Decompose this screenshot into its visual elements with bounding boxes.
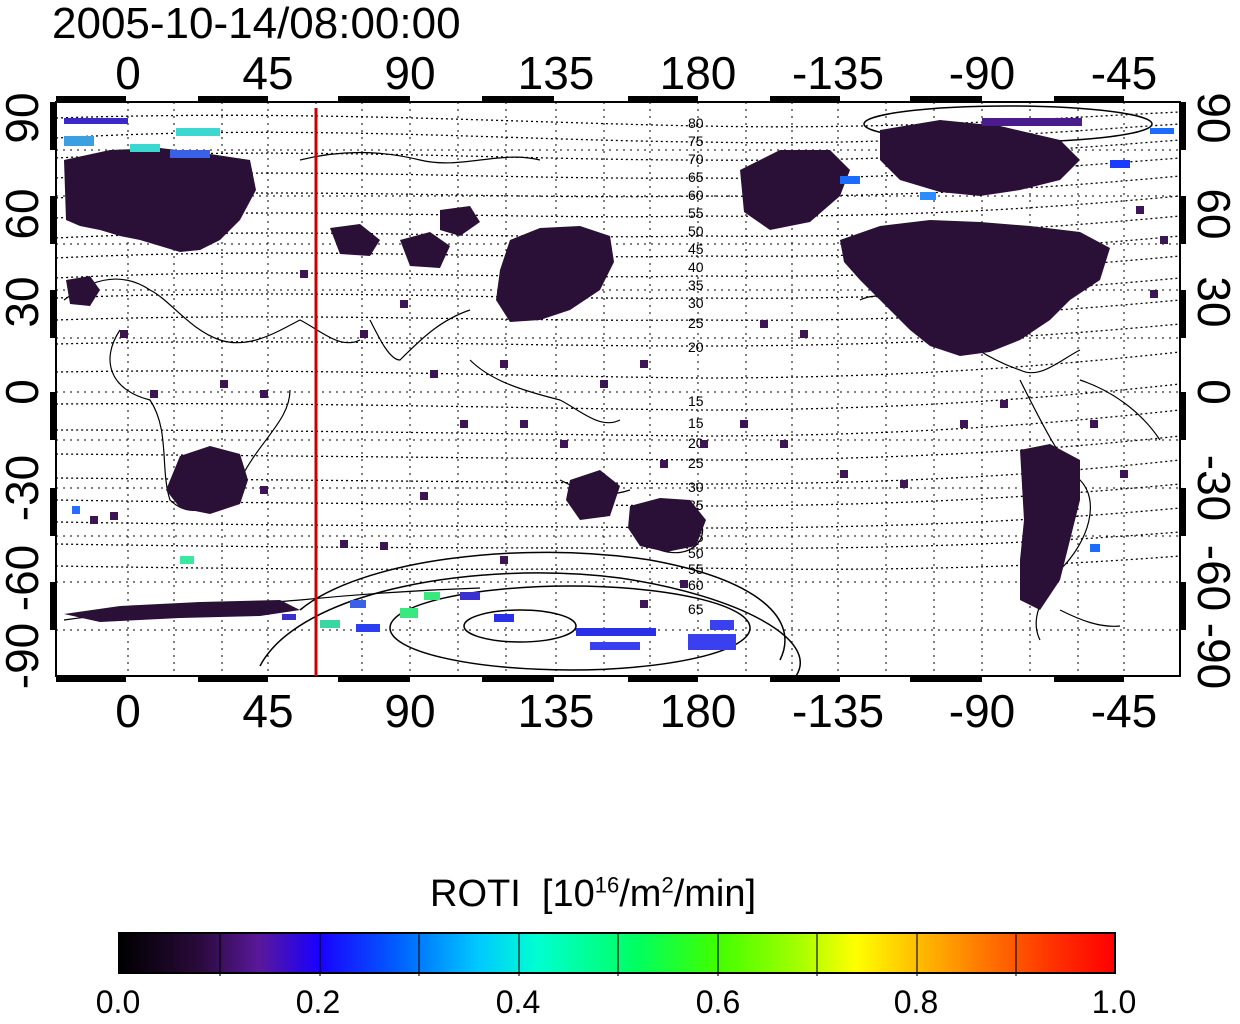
- contour-label: 25: [688, 315, 704, 331]
- bottom-lon-tick: 0: [115, 685, 141, 737]
- contour-label: 80: [688, 115, 704, 131]
- contour-label: 75: [688, 133, 704, 149]
- colorbar-tick: [1015, 934, 1017, 976]
- colorbar-units-mid: /m: [619, 873, 662, 915]
- bottom-lon-tick: 135: [517, 685, 595, 737]
- top-lon-tick: -135: [791, 47, 885, 99]
- contour-label: 55: [688, 561, 704, 577]
- top-lon-tick: 90: [384, 47, 436, 99]
- bottom-lon-tick: 90: [384, 685, 436, 737]
- roti-scattered-cells: [90, 206, 1168, 608]
- contour-label: 60: [688, 577, 704, 593]
- colorbar-tick: [319, 934, 321, 976]
- contour-label: 35: [688, 277, 704, 293]
- colorbar-tick: [418, 934, 420, 976]
- bottom-lon-tick: -135: [791, 685, 885, 737]
- contour-label: 65: [688, 601, 704, 617]
- contour-label: 15: [688, 415, 704, 431]
- contour-label: 60: [688, 187, 704, 203]
- colorbar-tick: [518, 934, 520, 976]
- contour-label: 20: [688, 339, 704, 355]
- colorbar-tick: [916, 934, 918, 976]
- roti-high-value-cells: [64, 118, 1174, 650]
- frame-border-bars: [50, 96, 1186, 682]
- colorbar-tick: [717, 934, 719, 976]
- top-lon-tick: -45: [1090, 47, 1158, 99]
- contour-label: 30: [688, 295, 704, 311]
- colorbar-units-pre: [10: [541, 873, 595, 915]
- contour-label: 50: [688, 223, 704, 239]
- colorbar-units-sup2: 2: [661, 872, 674, 898]
- contour-label: 45: [688, 241, 704, 257]
- bottom-lon-tick: 45: [242, 685, 294, 737]
- contour-label: 30: [688, 479, 704, 495]
- map-title: 2005-10-14/08:00:00: [52, 0, 461, 48]
- contour-label: 40: [688, 259, 704, 275]
- top-lon-tick: 0: [115, 47, 141, 99]
- colorbar-tick: [816, 934, 818, 976]
- colorbar-units-sup1: 16: [594, 872, 620, 898]
- contour-label: 65: [688, 169, 704, 185]
- colorbar-tick-label: 0.4: [495, 984, 541, 1020]
- top-lon-tick: 135: [517, 47, 595, 99]
- contour-label: 25: [688, 455, 704, 471]
- top-lon-tick: 45: [242, 47, 294, 99]
- colorbar-label: ROTI: [430, 873, 521, 915]
- colorbar-tick-label: 0.6: [695, 984, 741, 1020]
- contour-label: 70: [688, 151, 704, 167]
- contour-label: 55: [688, 205, 704, 221]
- auroral-oval-contours: [259, 105, 1153, 677]
- colorbar-tick: [219, 934, 221, 976]
- colorbar-units-post: /min]: [673, 873, 757, 915]
- colorbar-tick-label: 0.8: [893, 984, 939, 1020]
- colorbar-tick-label: 0.2: [295, 984, 341, 1020]
- colorbar-title: ROTI [1016/m2/min]: [430, 872, 756, 916]
- colorbar: [118, 932, 1116, 976]
- contour-label: 15: [688, 393, 704, 409]
- top-lon-tick: -90: [948, 47, 1016, 99]
- colorbar-tick-label: 0.0: [95, 984, 141, 1020]
- top-lon-tick: 180: [659, 47, 737, 99]
- colorbar-tick: [617, 934, 619, 976]
- colorbar-tick-label: 1.0: [1091, 984, 1137, 1020]
- contour-label: 20: [688, 435, 704, 451]
- bottom-lon-tick: -45: [1090, 685, 1158, 737]
- contour-label: 50: [688, 545, 704, 561]
- roti-data-cells: [64, 120, 1110, 622]
- bottom-lon-tick: -90: [948, 685, 1016, 737]
- bottom-lon-tick: 180: [659, 685, 737, 737]
